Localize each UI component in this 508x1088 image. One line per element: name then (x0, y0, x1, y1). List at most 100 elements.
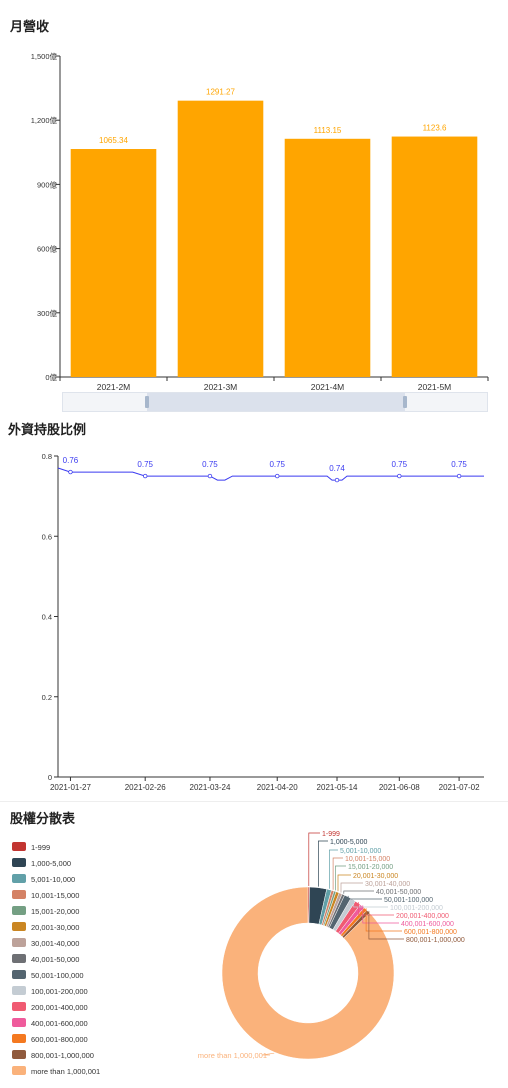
legend-swatch (12, 874, 26, 883)
y-tick-label: 600億 (37, 244, 58, 254)
x-tick-label: 2021-06-08 (379, 783, 420, 792)
legend-swatch (12, 1018, 26, 1027)
y-tick-label: 0.4 (42, 613, 52, 622)
bar-value-label: 1291.27 (206, 88, 235, 97)
holders-pie-chart: 1-9991,000-5,0005,001-10,00010,001-15,00… (12, 831, 465, 1076)
legend-swatch (12, 890, 26, 899)
slice-label: 10,001-15,000 (345, 856, 390, 863)
legend-swatch (12, 858, 26, 867)
data-point (456, 473, 462, 479)
revenue-bar-chart: 0億 300億 600億 900億 1,200億 1,500億 1065.34 2021-2M… (31, 51, 489, 392)
legend-label: more than 1,000,001 (31, 1067, 100, 1076)
divider (0, 801, 508, 802)
legend-label: 1,000-5,000 (31, 859, 71, 868)
foreign-holdings-title: 外資持股比例 (8, 422, 87, 437)
bar (391, 136, 478, 377)
x-tick-label: 2021-4M (311, 382, 345, 392)
label-leader-line (308, 832, 320, 886)
slice-label: 20,001-30,000 (353, 873, 398, 880)
legend-label: 800,001-1,000,000 (31, 1051, 94, 1060)
legend-swatch (12, 1066, 26, 1075)
x-tick-label: 2021-07-02 (439, 783, 480, 792)
slice-label: 1,000-5,000 (330, 839, 367, 846)
x-tick-label: 2021-04-20 (257, 783, 298, 792)
data-label: 0.74 (329, 464, 345, 473)
revenue-title: 月營收 (10, 19, 50, 34)
legend-label: 20,001-30,000 (31, 923, 79, 932)
x-tick-label: 2021-5M (418, 382, 452, 392)
legend-label: 15,001-20,000 (31, 907, 79, 916)
label-leader-line (347, 895, 382, 900)
data-point (275, 473, 280, 479)
legend-swatch (12, 842, 26, 851)
legend-swatch (12, 970, 26, 979)
legend-swatch (12, 1050, 26, 1059)
slice-label: 5,001-10,000 (340, 848, 381, 855)
data-point (68, 469, 73, 475)
x-tick-label: 2021-02-26 (125, 783, 166, 792)
legend-label: 100,001-200,000 (31, 987, 88, 996)
y-tick-label: 0.8 (42, 452, 52, 461)
slice-label: more than 1,000,001 (198, 1051, 267, 1060)
legend-swatch (12, 1002, 26, 1011)
data-label: 0.75 (392, 460, 408, 469)
label-leader-line (318, 840, 328, 887)
legend-swatch (12, 954, 26, 963)
legend-label: 5,001-10,000 (31, 875, 75, 884)
legend-label: 400,001-600,000 (31, 1019, 88, 1028)
bar-value-label: 1113.15 (314, 126, 342, 135)
zoom-slider[interactable] (62, 392, 488, 412)
legend-label: 200,001-400,000 (31, 1003, 88, 1012)
legend-label: 30,001-40,000 (31, 939, 79, 948)
data-point (397, 473, 402, 479)
label-leader-line (329, 849, 338, 889)
label-leader-line (337, 874, 351, 892)
legend-swatch (12, 986, 26, 995)
slice-label: 200,001-400,000 (396, 913, 449, 920)
zoom-slider-range[interactable] (147, 393, 405, 411)
bar (284, 138, 371, 377)
slice-label: 100,001-200,000 (390, 905, 443, 912)
x-tick-label: 2021-3M (204, 382, 238, 392)
y-tick-label: 900億 (37, 179, 58, 189)
x-tick-label: 2021-05-14 (317, 783, 358, 792)
legend-swatch (12, 906, 26, 915)
slice-label: 40,001-50,000 (376, 889, 421, 896)
foreign-holdings-line-chart: 0 0.2 0.4 0.6 0.8 2021-01-27 2021-02-26 2021-03… (42, 452, 484, 792)
zoom-handle-right[interactable] (403, 396, 407, 408)
slice-label: 400,001-600,000 (401, 921, 454, 928)
slice-label: 600,001-800,000 (404, 929, 457, 936)
legend-label: 600,001-800,000 (31, 1035, 88, 1044)
label-leader-line (358, 902, 394, 916)
label-leader-line (365, 908, 402, 932)
y-tick-label: 1,200億 (31, 115, 58, 125)
x-tick-label: 2021-2M (97, 382, 131, 392)
y-tick-label: 300億 (37, 308, 58, 318)
legend-label: 1-999 (31, 843, 50, 852)
data-label: 0.75 (137, 460, 153, 469)
legend-swatch (12, 1034, 26, 1043)
series-line (57, 467, 484, 481)
slice-label: 1-999 (322, 831, 340, 838)
label-leader-line (332, 857, 343, 890)
slice-label: 50,001-100,000 (384, 897, 433, 904)
pie-slice (221, 886, 395, 1060)
data-label: 0.76 (63, 456, 79, 465)
bar (177, 100, 264, 378)
bar-value-label: 1065.34 (99, 136, 128, 145)
legend-label: 50,001-100,000 (31, 971, 84, 980)
legend-label: 40,001-50,000 (31, 955, 79, 964)
y-tick-label: 0 (48, 773, 52, 782)
label-leader-line (335, 865, 346, 891)
slice-label: 30,001-40,000 (365, 881, 410, 888)
legend-label: 10,001-15,000 (31, 891, 79, 900)
y-tick-label: 0.2 (42, 693, 52, 702)
zoom-handle-left[interactable] (145, 396, 149, 408)
x-tick-label: 2021-01-27 (50, 783, 91, 792)
slice-label: 15,001-20,000 (348, 864, 393, 871)
y-tick-label: 0.6 (42, 532, 52, 541)
slice-label: 800,001-1,000,000 (406, 937, 465, 944)
data-point (142, 473, 148, 479)
y-tick-label: 0億 (45, 372, 57, 382)
label-leader-line (368, 910, 404, 940)
